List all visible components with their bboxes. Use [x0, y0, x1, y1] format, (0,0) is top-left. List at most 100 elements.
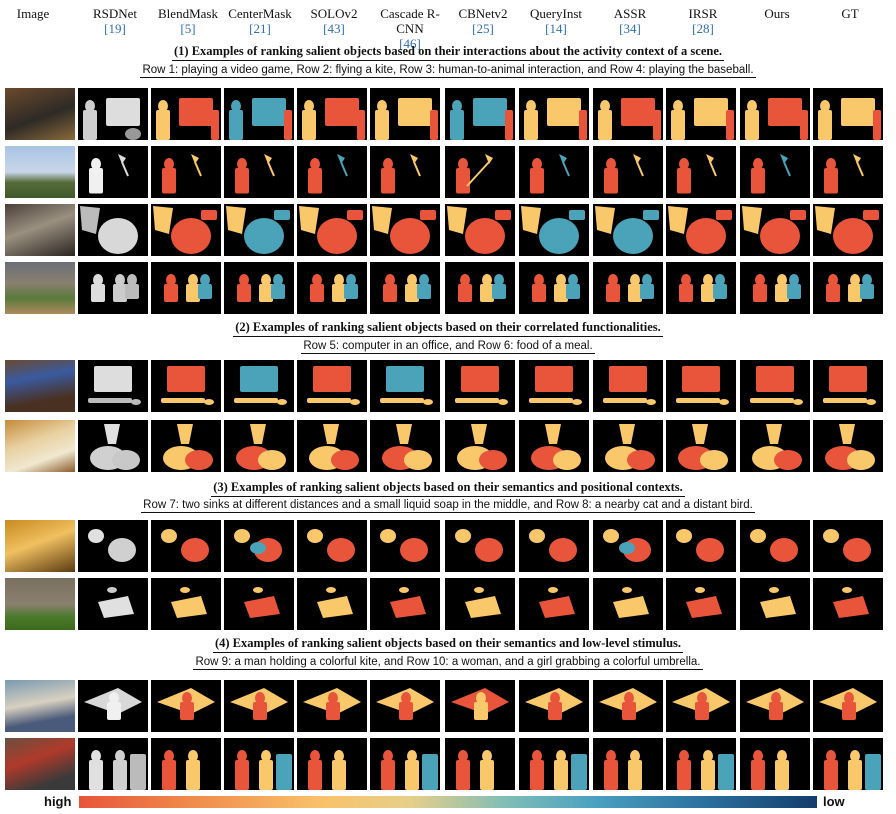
- rank-mask-row2-col7: [445, 146, 515, 198]
- rank-mask-row7-col5: [297, 520, 367, 572]
- section-3-title: (3) Examples of ranking salient objects …: [0, 480, 896, 497]
- rank-mask-row6-col3: [151, 420, 221, 472]
- rank-mask-row3-col8: [519, 204, 589, 256]
- rank-mask-row1-col12: [813, 88, 883, 140]
- header-cbnetv2: CBNetv2 [25]: [458, 6, 508, 36]
- rank-mask-row5-col11: [740, 360, 810, 412]
- rank-mask-row3-col12: [813, 204, 883, 256]
- rank-mask-row9-col11: [740, 680, 810, 732]
- rank-mask-row1-col5: [297, 88, 367, 140]
- header-gt: GT: [841, 6, 859, 21]
- rank-mask-row1-col10: [666, 88, 736, 140]
- rank-mask-row2-col11: [740, 146, 810, 198]
- header-queryinst: QueryInst [14]: [530, 6, 582, 36]
- rank-mask-row7-col4: [224, 520, 294, 572]
- rank-mask-row1-col7: [445, 88, 515, 140]
- rank-mask-row6-col5: [297, 420, 367, 472]
- legend-high-label: high: [44, 794, 72, 809]
- rank-mask-row1-col9: [593, 88, 663, 140]
- rank-mask-row6-col12: [813, 420, 883, 472]
- saliency-map-row8-col2: [78, 578, 148, 630]
- rank-mask-row9-col8: [519, 680, 589, 732]
- rank-mask-row9-col12: [813, 680, 883, 732]
- rank-mask-row7-col7: [445, 520, 515, 572]
- rank-mask-row4-col12: [813, 262, 883, 314]
- input-photo-row9-col1: [5, 680, 75, 732]
- section-2-subtitle: Row 5: computer in an office, and Row 6:…: [301, 340, 595, 354]
- section-1-title: (1) Examples of ranking salient objects …: [0, 44, 896, 61]
- input-photo-row5-col1: [5, 360, 75, 412]
- header-ours: Ours: [764, 6, 790, 21]
- rank-mask-row8-col6: [370, 578, 440, 630]
- rank-mask-row4-col7: [445, 262, 515, 314]
- rank-mask-row7-col11: [740, 520, 810, 572]
- saliency-map-row9-col2: [78, 680, 148, 732]
- rank-mask-row8-col10: [666, 578, 736, 630]
- input-photo-row7-col1: [5, 520, 75, 572]
- rank-mask-row3-col3: [151, 204, 221, 256]
- rank-mask-row5-col7: [445, 360, 515, 412]
- rank-mask-row1-col3: [151, 88, 221, 140]
- saliency-map-row2-col2: [78, 146, 148, 198]
- rank-mask-row1-col8: [519, 88, 589, 140]
- header-image: Image: [16, 6, 50, 21]
- rank-mask-row9-col5: [297, 680, 367, 732]
- section-4-subtitle: Row 9: a man holding a colorful kite, an…: [193, 656, 703, 670]
- rank-mask-row4-col6: [370, 262, 440, 314]
- rank-mask-row4-col10: [666, 262, 736, 314]
- rank-mask-row4-col9: [593, 262, 663, 314]
- rank-mask-row2-col8: [519, 146, 589, 198]
- rank-mask-row10-col12: [813, 738, 883, 790]
- rank-mask-row10-col10: [666, 738, 736, 790]
- rank-mask-row6-col7: [445, 420, 515, 472]
- rank-mask-row8-col5: [297, 578, 367, 630]
- rank-mask-row2-col4: [224, 146, 294, 198]
- rank-mask-row5-col10: [666, 360, 736, 412]
- rank-mask-row10-col3: [151, 738, 221, 790]
- rank-mask-row5-col4: [224, 360, 294, 412]
- saliency-map-row1-col2: [78, 88, 148, 140]
- rank-mask-row2-col10: [666, 146, 736, 198]
- rank-mask-row3-col11: [740, 204, 810, 256]
- rank-mask-row6-col4: [224, 420, 294, 472]
- saliency-map-row6-col2: [78, 420, 148, 472]
- input-photo-row6-col1: [5, 420, 75, 472]
- rank-mask-row9-col7: [445, 680, 515, 732]
- rank-mask-row5-col3: [151, 360, 221, 412]
- input-photo-row10-col1: [5, 738, 75, 790]
- rank-mask-row5-col9: [593, 360, 663, 412]
- rank-mask-row9-col9: [593, 680, 663, 732]
- header-irsr: IRSR [28]: [688, 6, 718, 36]
- rank-mask-row8-col8: [519, 578, 589, 630]
- input-photo-row1-col1: [5, 88, 75, 140]
- rank-mask-row8-col3: [151, 578, 221, 630]
- rank-mask-row1-col4: [224, 88, 294, 140]
- rank-mask-row6-col6: [370, 420, 440, 472]
- saliency-map-row3-col2: [78, 204, 148, 256]
- rank-mask-row3-col10: [666, 204, 736, 256]
- input-photo-row8-col1: [5, 578, 75, 630]
- rank-mask-row8-col11: [740, 578, 810, 630]
- rank-mask-row3-col7: [445, 204, 515, 256]
- saliency-map-row5-col2: [78, 360, 148, 412]
- rank-mask-row2-col3: [151, 146, 221, 198]
- input-photo-row4-col1: [5, 262, 75, 314]
- rank-mask-row7-col3: [151, 520, 221, 572]
- section-4-title: (4) Examples of ranking salient objects …: [0, 636, 896, 653]
- input-photo-row3-col1: [5, 204, 75, 256]
- rank-mask-row5-col6: [370, 360, 440, 412]
- rank-mask-row8-col9: [593, 578, 663, 630]
- rank-mask-row3-col4: [224, 204, 294, 256]
- header-centermask: CenterMask [21]: [228, 6, 292, 36]
- rank-mask-row4-col4: [224, 262, 294, 314]
- header-cascade-rcnn: Cascade R-CNN [46]: [380, 6, 440, 51]
- rank-mask-row1-col6: [370, 88, 440, 140]
- rank-mask-row2-col12: [813, 146, 883, 198]
- rank-mask-row7-col12: [813, 520, 883, 572]
- rank-mask-row6-col8: [519, 420, 589, 472]
- rank-mask-row10-col11: [740, 738, 810, 790]
- input-photo-row2-col1: [5, 146, 75, 198]
- saliency-map-row4-col2: [78, 262, 148, 314]
- rank-mask-row6-col9: [593, 420, 663, 472]
- section-3-subtitle: Row 7: two sinks at different distances …: [141, 499, 755, 513]
